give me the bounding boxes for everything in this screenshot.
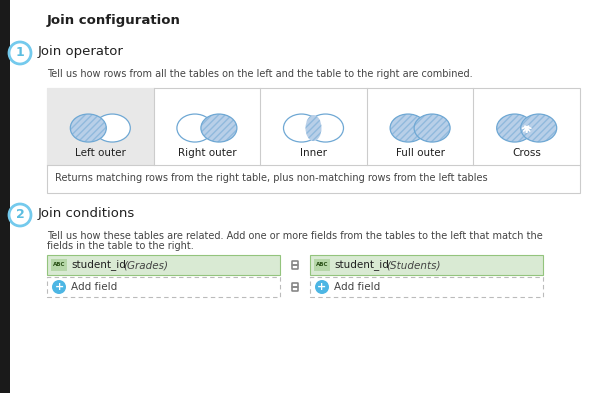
Bar [47,255,280,275]
Bar [47,88,580,193]
Circle shape [52,280,66,294]
Ellipse shape [70,114,106,142]
Bar [47,277,280,297]
Text: student_id: student_id [71,259,126,270]
Text: Full outer: Full outer [396,148,444,158]
Text: Join conditions: Join conditions [38,208,135,220]
Bar [0,0,10,393]
Circle shape [9,42,31,64]
Bar [310,277,543,297]
Ellipse shape [414,114,450,142]
Text: Right outer: Right outer [178,148,236,158]
Text: Left outer: Left outer [75,148,126,158]
Text: Add field: Add field [71,282,117,292]
Text: ABC: ABC [316,263,328,268]
Bar [51,259,67,271]
Ellipse shape [94,114,131,142]
Circle shape [315,280,329,294]
Text: Add field: Add field [334,282,380,292]
Ellipse shape [283,114,319,142]
Text: student_id: student_id [334,259,389,270]
Ellipse shape [497,114,533,142]
Text: Cross: Cross [512,148,541,158]
Text: Tell us how these tables are related. Add one or more fields from the tables to : Tell us how these tables are related. Ad… [47,231,543,241]
Text: Join operator: Join operator [38,46,124,59]
Ellipse shape [177,114,213,142]
Text: 1: 1 [16,46,24,59]
Text: Returns matching rows from the right table, plus non-matching rows from the left: Returns matching rows from the right tab… [55,173,487,183]
Text: (Students): (Students) [386,260,441,270]
Text: +: + [317,282,327,292]
Bar [47,88,154,165]
Bar [310,255,543,275]
Text: Join configuration: Join configuration [47,14,181,27]
Circle shape [9,204,31,226]
Text: 2: 2 [16,209,24,222]
Bar [314,259,330,271]
Text: +: + [55,282,64,292]
Text: Tell us how rows from all the tables on the left and the table to the right are : Tell us how rows from all the tables on … [47,69,473,79]
Text: Inner: Inner [300,148,327,158]
Text: (Grades): (Grades) [123,260,168,270]
Ellipse shape [390,114,426,142]
Ellipse shape [308,114,344,142]
Ellipse shape [305,115,322,141]
Text: fields in the table to the right.: fields in the table to the right. [47,241,194,251]
Ellipse shape [201,114,237,142]
Text: ABC: ABC [53,263,65,268]
Ellipse shape [521,114,557,142]
